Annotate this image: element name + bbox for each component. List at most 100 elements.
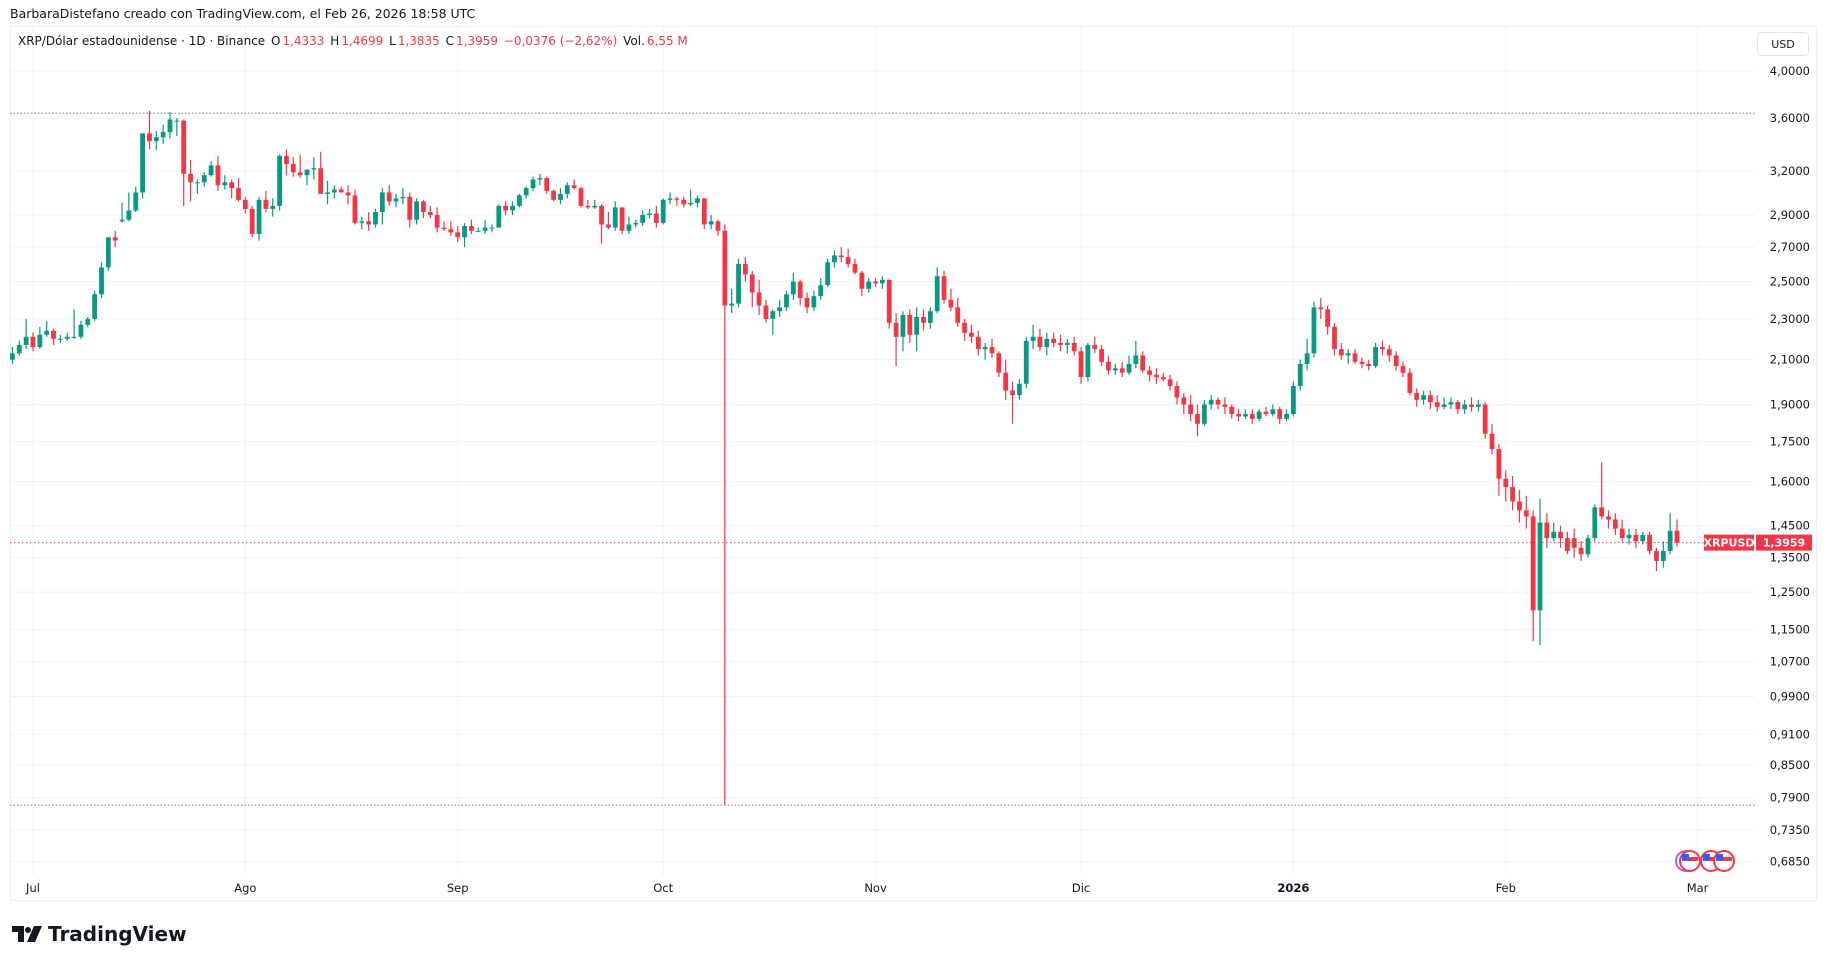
candle: [818, 277, 824, 300]
open-label: O: [271, 34, 281, 48]
candle-body: [1064, 342, 1070, 345]
candle: [866, 277, 872, 293]
extreme-lines: [10, 112, 1755, 806]
candle: [647, 208, 652, 219]
candle-body: [681, 199, 687, 205]
candle-body: [1332, 326, 1337, 350]
candle: [969, 324, 974, 343]
candle-body: [1284, 414, 1289, 419]
candle-body: [927, 311, 933, 323]
price-axis[interactable]: 4,0000 3,6000 3,2000 2,9000 2,7000 2,5000 2,30…: [1770, 64, 1810, 869]
y-tick-label: 1,9000: [1770, 398, 1810, 412]
candle: [1469, 397, 1474, 412]
candle-body: [1325, 309, 1331, 327]
candle: [352, 189, 358, 225]
y-tick-label: 0,6850: [1770, 855, 1810, 869]
candle: [10, 347, 15, 364]
candle-body: [1647, 534, 1652, 552]
candle: [1263, 406, 1269, 417]
candle: [455, 226, 461, 243]
candle: [667, 192, 673, 205]
candle-body: [866, 281, 872, 289]
candle-body: [167, 119, 173, 133]
candle: [16, 340, 22, 356]
candle: [859, 270, 865, 297]
candle-body: [1510, 487, 1515, 502]
candle-body: [838, 255, 844, 258]
candle-body: [1037, 336, 1043, 348]
time-axis[interactable]: Jul Ago Sep Oct Nov Dic 2026 Feb Mar: [25, 881, 1709, 895]
candle: [1462, 399, 1468, 415]
candle: [1626, 528, 1632, 545]
candle-body: [119, 219, 125, 222]
candle-body: [1455, 402, 1461, 410]
candle-body: [571, 185, 577, 189]
candle: [1017, 379, 1022, 400]
y-tick-label: 0,9100: [1770, 727, 1810, 741]
candle: [927, 307, 933, 329]
candle-body: [777, 307, 783, 312]
candle-body: [1530, 516, 1536, 611]
candle-body: [1270, 409, 1276, 415]
candle: [325, 180, 330, 205]
candle-body: [695, 198, 700, 203]
candle-body: [1078, 351, 1084, 378]
candle-body: [1133, 355, 1139, 364]
candle-body: [249, 208, 255, 235]
candle-body: [489, 227, 495, 229]
candle-body: [1311, 307, 1317, 354]
candle: [71, 309, 77, 339]
tradingview-logo[interactable]: TradingView: [12, 922, 187, 946]
candle: [1544, 513, 1550, 548]
candle-body: [1263, 411, 1269, 415]
candle: [612, 201, 618, 231]
symbol-legend[interactable]: XRP/Dólar estadounidense · 1D · Binance …: [18, 34, 690, 48]
candle: [571, 179, 577, 190]
candle: [1366, 359, 1372, 371]
candle: [790, 272, 796, 300]
candle-body: [242, 199, 248, 209]
candle: [78, 320, 84, 339]
candle-body: [1496, 449, 1502, 479]
candle: [736, 258, 741, 308]
price-tag-bg: [1756, 534, 1812, 551]
candle-body: [756, 292, 762, 306]
y-tick-label: 1,2500: [1770, 585, 1810, 599]
candle-body: [434, 215, 440, 228]
candle: [1578, 541, 1584, 561]
candle: [1352, 349, 1358, 364]
candle: [64, 332, 70, 341]
candle-body: [1503, 478, 1509, 488]
event-flags-icon[interactable]: [1675, 850, 1735, 872]
candle-body: [1585, 538, 1591, 555]
candle-body: [859, 272, 865, 289]
candle: [1160, 372, 1166, 382]
candle: [242, 196, 248, 214]
candle-body: [564, 185, 570, 194]
y-tick-label: 1,6000: [1770, 474, 1810, 488]
candle: [1044, 332, 1050, 356]
candle: [1119, 361, 1125, 378]
currency-button[interactable]: USD: [1757, 32, 1809, 56]
candle: [708, 215, 714, 230]
candle: [1523, 495, 1529, 529]
candle-body: [1126, 363, 1132, 373]
candle-body: [140, 133, 145, 193]
candle-body: [1318, 307, 1324, 310]
candle: [448, 221, 454, 236]
candle: [311, 157, 317, 180]
candle-body: [448, 229, 454, 233]
y-tick-label: 1,1500: [1770, 622, 1810, 636]
candle: [1188, 395, 1194, 422]
candle: [215, 155, 221, 192]
candle: [297, 154, 303, 179]
candle: [619, 207, 625, 235]
candle-body: [619, 207, 625, 231]
candle-body: [900, 315, 906, 337]
candle: [1030, 324, 1036, 350]
candle: [996, 351, 1002, 378]
candle-body: [352, 195, 358, 223]
candle: [551, 189, 556, 202]
candle-body: [1174, 386, 1180, 398]
